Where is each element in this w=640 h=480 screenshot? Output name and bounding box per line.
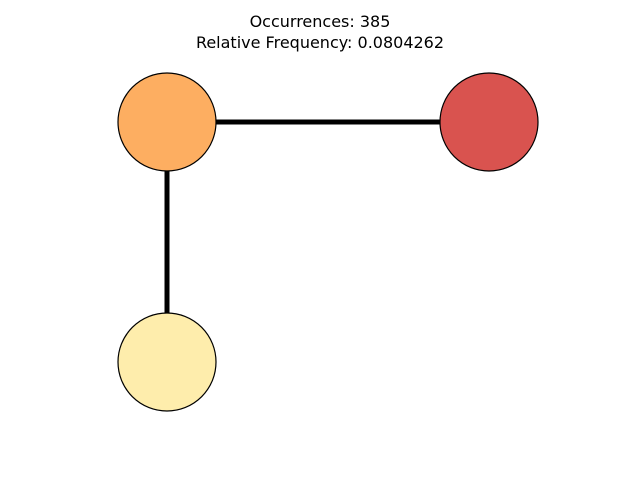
nodes-layer bbox=[117, 72, 539, 412]
figure-title: Occurrences: 385 Relative Frequency: 0.0… bbox=[0, 11, 640, 53]
occurrences-label: Occurrences: 385 bbox=[249, 12, 391, 31]
node-top-right bbox=[439, 72, 539, 172]
node-top-left bbox=[117, 72, 217, 172]
relative-frequency-label: Relative Frequency: 0.0804262 bbox=[195, 33, 445, 52]
edges-layer bbox=[164, 119, 489, 362]
node-bottom-left bbox=[117, 312, 217, 412]
